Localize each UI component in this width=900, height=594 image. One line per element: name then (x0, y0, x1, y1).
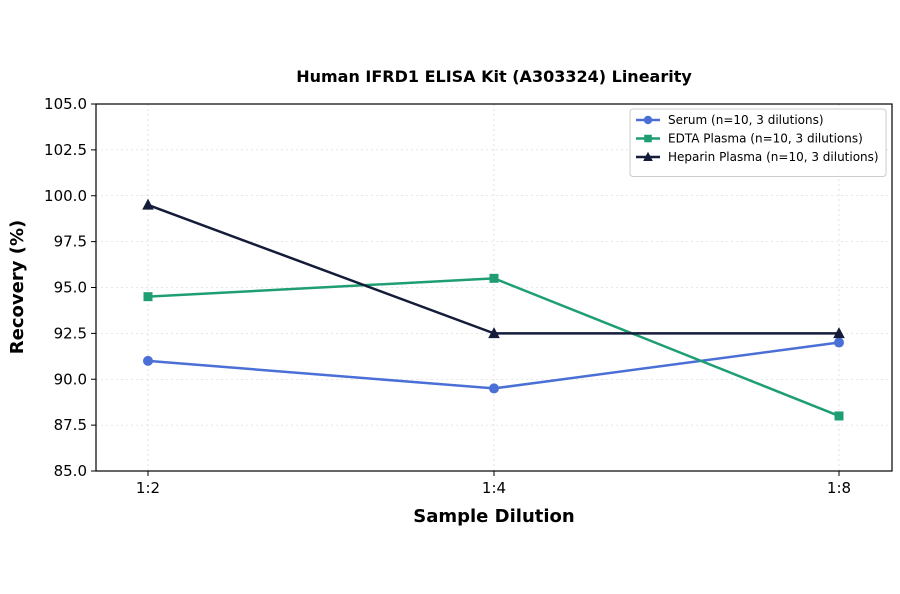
y-tick-label: 95.0 (54, 279, 87, 297)
y-axis-label: Recovery (%) (7, 220, 28, 354)
legend-label: Serum (n=10, 3 dilutions) (668, 113, 824, 127)
data-point (834, 411, 844, 421)
chart-title: Human IFRD1 ELISA Kit (A303324) Linearit… (296, 67, 692, 86)
series-line (147, 203, 839, 335)
data-point (142, 198, 154, 210)
y-tick-label: 87.5 (54, 416, 87, 434)
y-tick-label: 92.5 (54, 324, 87, 342)
x-axis-label: Sample Dilution (413, 506, 574, 527)
data-point (833, 327, 845, 339)
legend-box (629, 108, 887, 177)
legend-marker (643, 115, 653, 125)
legend-marker (643, 151, 653, 161)
data-point (489, 273, 499, 283)
series-0 (143, 337, 844, 394)
y-tick-label: 105.0 (44, 95, 87, 113)
x-tick-label: 1:2 (136, 479, 160, 497)
y-tick-label: 97.5 (54, 233, 87, 251)
y-tick-label: 100.0 (44, 187, 87, 205)
series-2 (142, 198, 845, 339)
data-point (489, 383, 499, 394)
series-line (147, 277, 840, 418)
series-line (147, 341, 840, 390)
series-layer (142, 198, 845, 421)
legend: Serum (n=10, 3 dilutions) EDTA Plasma (n=… (629, 108, 887, 177)
x-tick-label: 1:8 (827, 479, 851, 497)
legend-item: Serum (n=10, 3 dilutions) (636, 113, 824, 127)
data-point (143, 355, 153, 366)
data-point (488, 327, 500, 339)
x-tick-label: 1:4 (482, 479, 506, 497)
legend-marker (644, 134, 652, 143)
legend-label: EDTA Plasma (n=10, 3 dilutions) (668, 132, 863, 146)
legend-item: EDTA Plasma (n=10, 3 dilutions) (636, 132, 863, 146)
series-1 (143, 273, 844, 421)
y-tick-label: 85.0 (54, 462, 87, 480)
legend-item: Heparin Plasma (n=10, 3 dilutions) (636, 150, 879, 164)
y-tick-label: 102.5 (44, 141, 87, 159)
y-tick-label: 90.0 (54, 370, 87, 388)
data-point (143, 292, 153, 302)
data-point (834, 337, 844, 348)
legend-label: Heparin Plasma (n=10, 3 dilutions) (668, 150, 879, 164)
ticks-layer: 85.0 87.5 90.0 92.5 95.0 97.5 100.0 102.5 105.0 1… (44, 95, 851, 497)
